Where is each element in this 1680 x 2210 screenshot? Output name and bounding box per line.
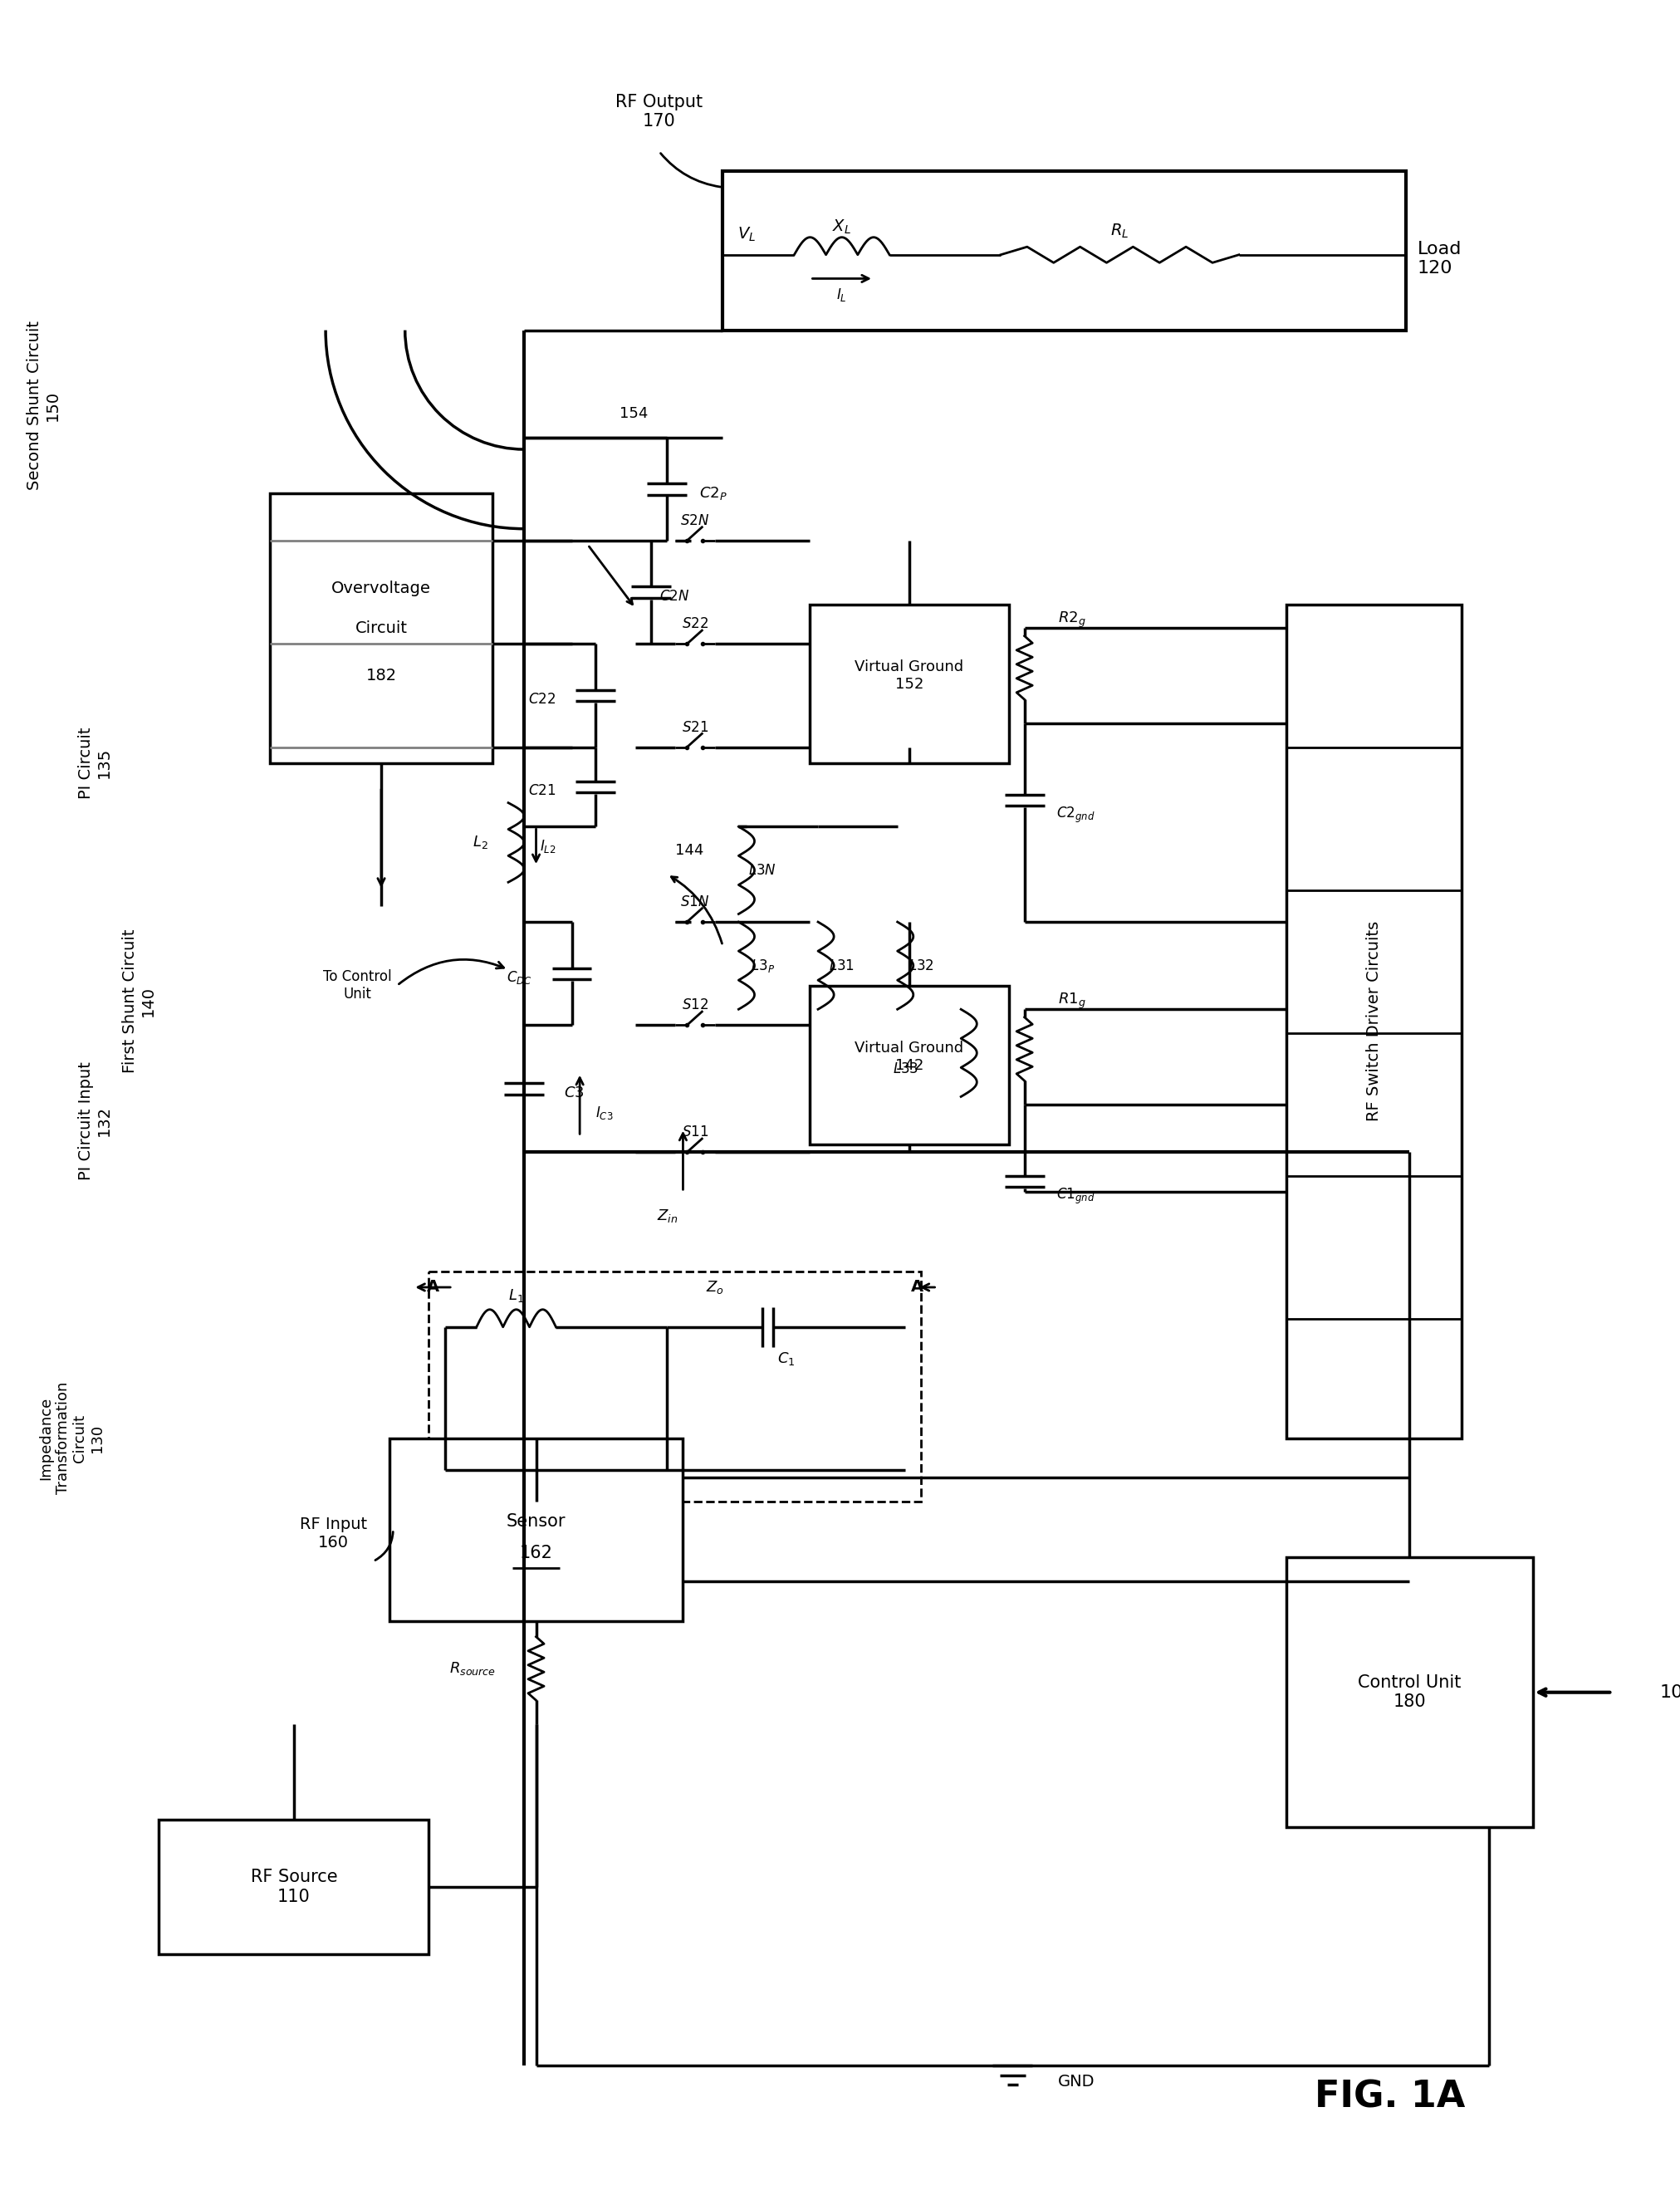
- Text: A: A: [427, 1280, 438, 1295]
- Text: RF Source
110: RF Source 110: [250, 1870, 338, 1905]
- Text: Second Shunt Circuit
150: Second Shunt Circuit 150: [27, 320, 60, 491]
- Text: $S21$: $S21$: [680, 720, 707, 734]
- Bar: [1285, 1558, 1532, 1828]
- Text: $I_{L2}$: $I_{L2}$: [539, 838, 556, 855]
- Text: GND: GND: [1057, 2073, 1094, 2088]
- Text: PI Circuit
135: PI Circuit 135: [79, 727, 113, 800]
- Text: $L31$: $L31$: [828, 959, 853, 972]
- Text: Overvoltage: Overvoltage: [331, 581, 430, 597]
- Text: Sensor: Sensor: [506, 1514, 566, 1529]
- Text: $S11$: $S11$: [680, 1125, 707, 1140]
- Text: $S1N$: $S1N$: [680, 895, 709, 911]
- Text: $C2N$: $C2N$: [659, 588, 689, 603]
- Text: $C1_{gnd}$: $C1_{gnd}$: [1055, 1187, 1094, 1207]
- Text: $L_1$: $L_1$: [507, 1286, 524, 1304]
- Text: $L3_P$: $L3_P$: [749, 957, 774, 975]
- Text: $C3$: $C3$: [563, 1085, 585, 1101]
- Bar: [810, 603, 1008, 762]
- Text: $Z_o$: $Z_o$: [706, 1280, 724, 1295]
- Text: RF Switch Driver Circuits: RF Switch Driver Circuits: [1366, 922, 1381, 1120]
- Text: $C22$: $C22$: [528, 692, 556, 707]
- Text: $L33$: $L33$: [892, 1061, 917, 1076]
- Text: $R_{source}$: $R_{source}$: [449, 1660, 496, 1677]
- Text: A: A: [911, 1280, 922, 1295]
- Text: 182: 182: [366, 667, 396, 683]
- Text: $L32$: $L32$: [907, 959, 934, 972]
- Text: Virtual Ground
152: Virtual Ground 152: [855, 659, 963, 692]
- Text: $L3N$: $L3N$: [748, 862, 776, 877]
- Text: $S12$: $S12$: [680, 999, 707, 1012]
- Text: RF Input
160: RF Input 160: [299, 1516, 366, 1551]
- Text: $R1_g$: $R1_g$: [1058, 992, 1085, 1010]
- Bar: [1285, 603, 1460, 1439]
- Text: $R_L$: $R_L$: [1110, 221, 1129, 239]
- Text: $C_1$: $C_1$: [776, 1350, 795, 1368]
- Bar: [722, 172, 1404, 329]
- Text: Circuit: Circuit: [354, 621, 407, 636]
- Text: To Control
Unit: To Control Unit: [323, 970, 391, 1001]
- Text: First Shunt Circuit
140: First Shunt Circuit 140: [123, 928, 156, 1074]
- Bar: [158, 1819, 428, 1954]
- Text: Control Unit
180: Control Unit 180: [1357, 1675, 1460, 1711]
- Text: $C_{DC}$: $C_{DC}$: [506, 970, 533, 986]
- Text: $C2_P$: $C2_P$: [699, 484, 726, 502]
- Text: 100: 100: [1660, 1684, 1680, 1702]
- Bar: [270, 493, 492, 762]
- Text: FIG. 1A: FIG. 1A: [1314, 2080, 1465, 2115]
- Text: Virtual Ground
142: Virtual Ground 142: [855, 1041, 963, 1074]
- Text: $V_L$: $V_L$: [738, 225, 756, 243]
- Text: $X_L$: $X_L$: [832, 219, 852, 236]
- Text: Load
120: Load 120: [1416, 241, 1462, 276]
- Text: Impedance
Transformation
Circuit
130: Impedance Transformation Circuit 130: [39, 1381, 104, 1494]
- Text: PI Circuit Input
132: PI Circuit Input 132: [79, 1061, 113, 1180]
- Text: $L_2$: $L_2$: [472, 833, 487, 851]
- Text: $I_{C3}$: $I_{C3}$: [595, 1105, 613, 1120]
- Text: 154: 154: [620, 407, 648, 422]
- Text: $C21$: $C21$: [528, 782, 556, 798]
- Text: $C2_{gnd}$: $C2_{gnd}$: [1055, 804, 1094, 824]
- Text: $R2_g$: $R2_g$: [1058, 610, 1085, 630]
- Text: 162: 162: [519, 1545, 553, 1562]
- Text: RF Output
170: RF Output 170: [615, 93, 702, 130]
- Bar: [428, 1271, 921, 1503]
- Text: $I_L$: $I_L$: [837, 285, 847, 303]
- Bar: [390, 1439, 682, 1620]
- Bar: [810, 986, 1008, 1145]
- Text: $S2N$: $S2N$: [680, 513, 709, 528]
- Text: 144: 144: [675, 842, 704, 857]
- Text: $Z_{in}$: $Z_{in}$: [657, 1207, 677, 1224]
- Text: $S22$: $S22$: [680, 617, 707, 632]
